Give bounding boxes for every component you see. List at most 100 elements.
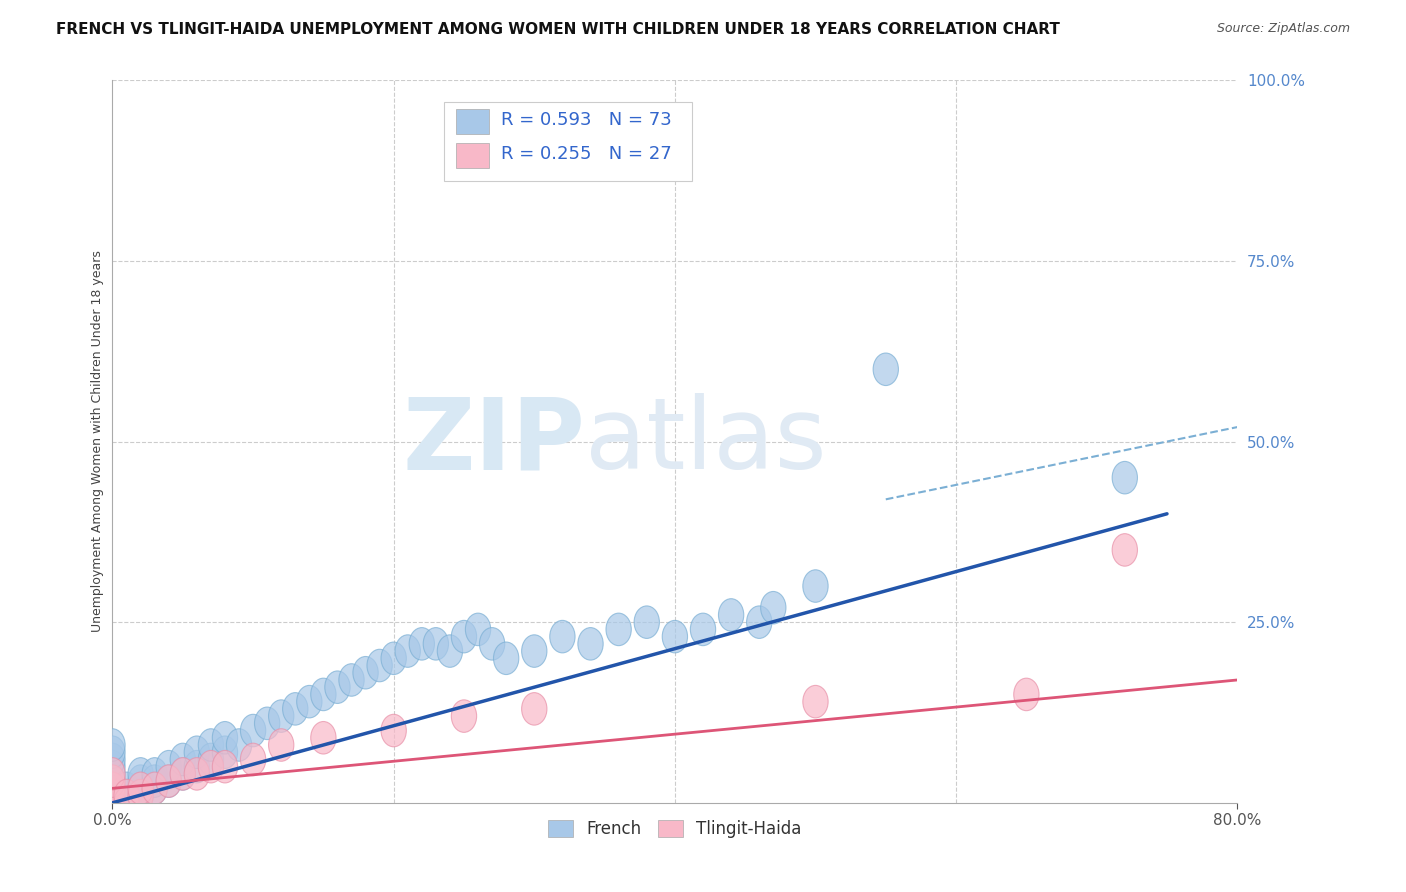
Ellipse shape (184, 750, 209, 783)
Ellipse shape (761, 591, 786, 624)
Ellipse shape (128, 764, 153, 797)
Bar (444, 102, 692, 181)
Ellipse shape (170, 743, 195, 776)
Ellipse shape (100, 787, 125, 819)
Ellipse shape (198, 743, 224, 776)
Ellipse shape (114, 780, 139, 812)
Ellipse shape (114, 780, 139, 812)
Ellipse shape (803, 570, 828, 602)
Ellipse shape (184, 757, 209, 790)
Ellipse shape (142, 757, 167, 790)
Ellipse shape (269, 729, 294, 761)
Ellipse shape (128, 780, 153, 812)
Ellipse shape (170, 757, 195, 790)
Ellipse shape (212, 750, 238, 783)
Ellipse shape (100, 787, 125, 819)
Ellipse shape (100, 787, 125, 819)
Ellipse shape (100, 787, 125, 819)
Ellipse shape (212, 736, 238, 769)
Ellipse shape (100, 764, 125, 797)
Ellipse shape (100, 787, 125, 819)
Ellipse shape (395, 635, 420, 667)
Ellipse shape (479, 628, 505, 660)
Ellipse shape (100, 787, 125, 819)
Y-axis label: Unemployment Among Women with Children Under 18 years: Unemployment Among Women with Children U… (91, 251, 104, 632)
Ellipse shape (100, 757, 125, 790)
Text: FRENCH VS TLINGIT-HAIDA UNEMPLOYMENT AMONG WOMEN WITH CHILDREN UNDER 18 YEARS CO: FRENCH VS TLINGIT-HAIDA UNEMPLOYMENT AMO… (56, 22, 1060, 37)
Ellipse shape (240, 714, 266, 747)
Ellipse shape (128, 780, 153, 812)
Ellipse shape (114, 772, 139, 805)
Ellipse shape (451, 700, 477, 732)
Ellipse shape (226, 729, 252, 761)
Ellipse shape (142, 772, 167, 805)
Ellipse shape (718, 599, 744, 632)
Ellipse shape (311, 722, 336, 754)
Ellipse shape (100, 780, 125, 812)
Ellipse shape (100, 780, 125, 812)
Ellipse shape (522, 635, 547, 667)
Ellipse shape (269, 700, 294, 732)
Ellipse shape (240, 743, 266, 776)
Ellipse shape (311, 678, 336, 711)
Ellipse shape (100, 787, 125, 819)
Text: ZIP: ZIP (402, 393, 585, 490)
Ellipse shape (451, 620, 477, 653)
Ellipse shape (803, 685, 828, 718)
Ellipse shape (100, 787, 125, 819)
Ellipse shape (198, 729, 224, 761)
Ellipse shape (409, 628, 434, 660)
Ellipse shape (100, 787, 125, 819)
Ellipse shape (100, 787, 125, 819)
Ellipse shape (690, 613, 716, 646)
Ellipse shape (381, 642, 406, 674)
Ellipse shape (128, 757, 153, 790)
Ellipse shape (254, 707, 280, 739)
Ellipse shape (100, 780, 125, 812)
Ellipse shape (114, 787, 139, 819)
Ellipse shape (494, 642, 519, 674)
Ellipse shape (100, 787, 125, 819)
Ellipse shape (128, 772, 153, 805)
Ellipse shape (100, 736, 125, 769)
Ellipse shape (465, 613, 491, 646)
Ellipse shape (873, 353, 898, 385)
Text: R = 0.255   N = 27: R = 0.255 N = 27 (501, 145, 671, 163)
Text: atlas: atlas (585, 393, 827, 490)
Ellipse shape (100, 772, 125, 805)
Ellipse shape (100, 743, 125, 776)
Ellipse shape (100, 772, 125, 805)
Ellipse shape (1112, 533, 1137, 566)
Text: Source: ZipAtlas.com: Source: ZipAtlas.com (1216, 22, 1350, 36)
Ellipse shape (100, 750, 125, 783)
Ellipse shape (423, 628, 449, 660)
Ellipse shape (142, 772, 167, 805)
Ellipse shape (156, 750, 181, 783)
Ellipse shape (634, 606, 659, 639)
Ellipse shape (662, 620, 688, 653)
Ellipse shape (283, 692, 308, 725)
Ellipse shape (100, 772, 125, 805)
Bar (456, 109, 489, 135)
Ellipse shape (100, 787, 125, 819)
Ellipse shape (1014, 678, 1039, 711)
Ellipse shape (156, 764, 181, 797)
Ellipse shape (550, 620, 575, 653)
Ellipse shape (353, 657, 378, 689)
Text: R = 0.593   N = 73: R = 0.593 N = 73 (501, 111, 671, 129)
Ellipse shape (522, 692, 547, 725)
Ellipse shape (198, 750, 224, 783)
Ellipse shape (606, 613, 631, 646)
Ellipse shape (156, 764, 181, 797)
Ellipse shape (100, 729, 125, 761)
Ellipse shape (339, 664, 364, 697)
Legend: French, Tlingit-Haida: French, Tlingit-Haida (541, 814, 808, 845)
Ellipse shape (297, 685, 322, 718)
Ellipse shape (747, 606, 772, 639)
Ellipse shape (184, 736, 209, 769)
Ellipse shape (578, 628, 603, 660)
Ellipse shape (170, 757, 195, 790)
Ellipse shape (100, 787, 125, 819)
Ellipse shape (128, 772, 153, 805)
Bar (456, 143, 489, 169)
